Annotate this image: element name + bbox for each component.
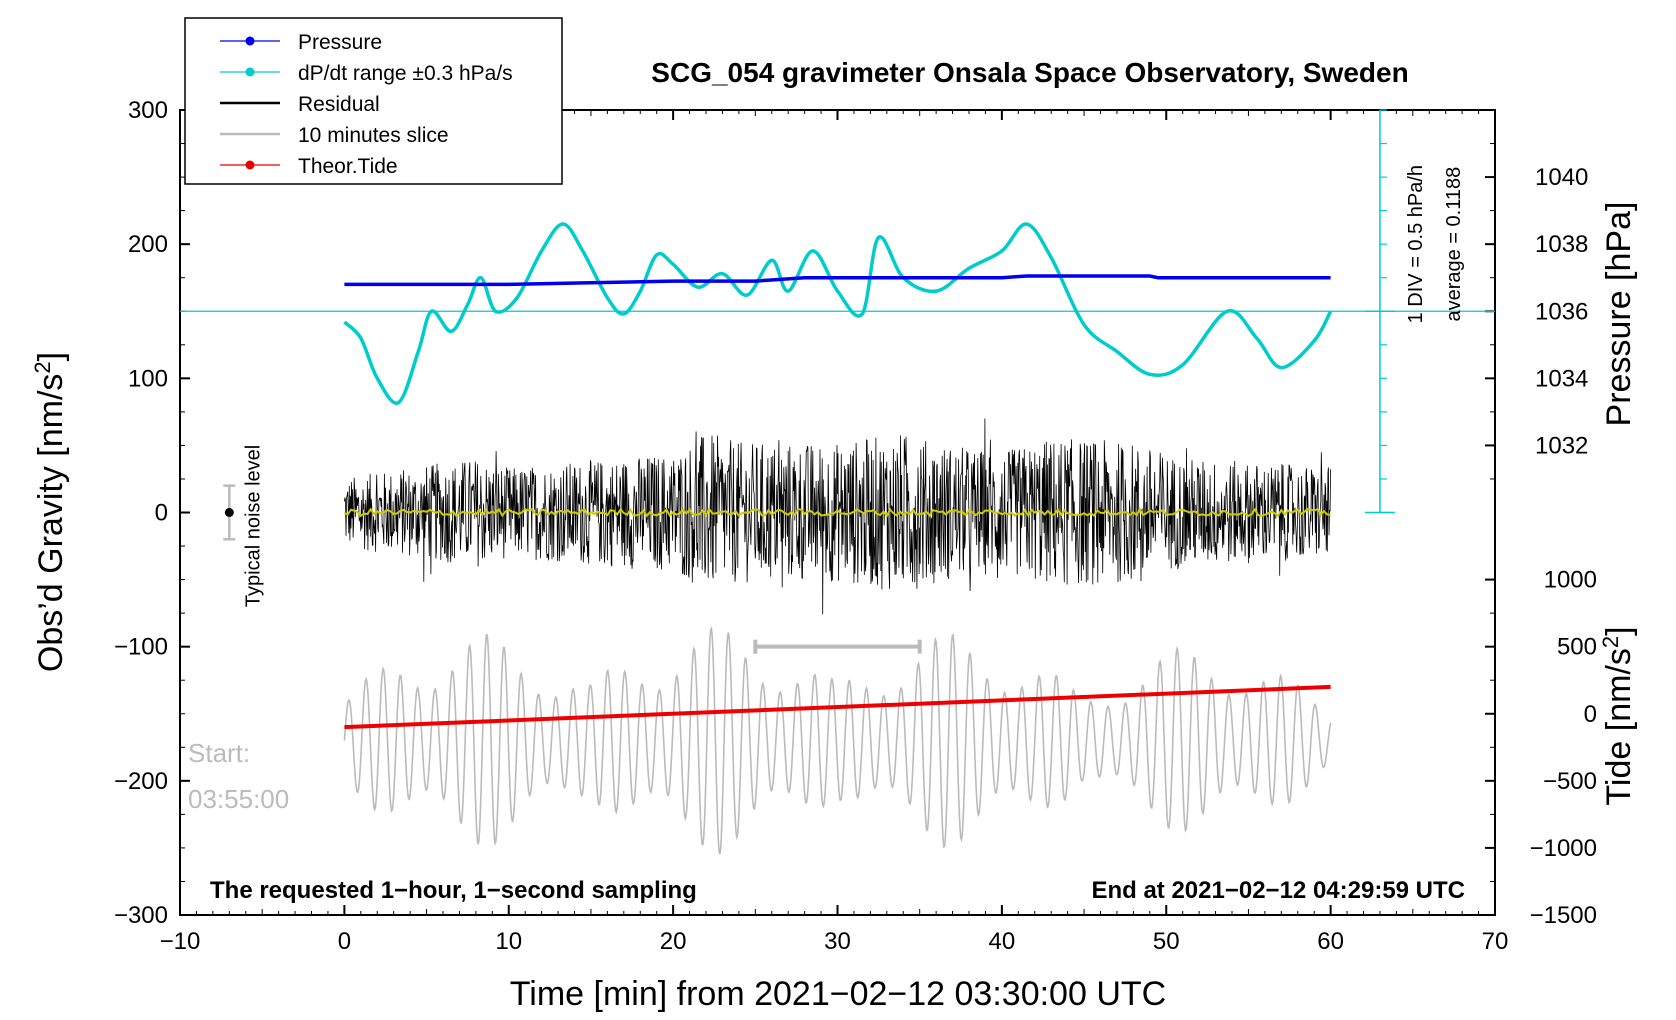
y-tick-label: 100 [128, 365, 168, 392]
y-tick-label: 300 [128, 97, 168, 124]
pressure-tick-label: 1038 [1535, 231, 1588, 258]
dpdt-average-label: average = 0.1188 [1443, 167, 1465, 322]
dpdt-div-label: 1 DIV = 0.5 hPa/h [1405, 165, 1427, 323]
noise-level-point [224, 508, 234, 517]
series-theor-tide-line [344, 684, 1331, 730]
legend-label: Residual [298, 93, 380, 116]
data-series [180, 222, 1495, 855]
tide-tick-label: 1000 [1544, 567, 1597, 594]
legend-label: dP/dt range ±0.3 hPa/s [298, 62, 513, 85]
x-tick-label: 20 [660, 928, 687, 955]
x-tick-label: 60 [1317, 928, 1344, 955]
y-tick-label: −200 [114, 768, 168, 795]
pressure-tick-label: 1032 [1535, 432, 1588, 459]
y-tick-label: 0 [155, 500, 168, 527]
series-pressure-line [344, 274, 1331, 287]
legend-label: Theor.Tide [298, 155, 398, 178]
noise-level-label: Typical noise level [242, 445, 264, 607]
series-residual-line [344, 418, 1331, 615]
series-10min-slice-line [343, 625, 1332, 855]
y-axis-title-left: Obs’d Gravity [nm/s2] [30, 352, 71, 672]
chart-title: SCG_054 gravimeter Onsala Space Observat… [651, 57, 1408, 88]
x-tick-label: 30 [824, 928, 851, 955]
x-tick-label: −10 [160, 928, 201, 955]
y-axis-title-tide: Tide [nm/s2] [1598, 626, 1639, 805]
x-tick-label: 70 [1482, 928, 1509, 955]
end-note: End at 2021−02−12 04:29:59 UTC [1091, 877, 1465, 904]
y-tick-label: −100 [114, 634, 168, 661]
legend: Pressure dP/dt range ±0.3 hPa/s Residual 10… [184, 17, 563, 185]
x-tick-label: 50 [1153, 928, 1180, 955]
y-tick-label: −300 [114, 902, 168, 929]
x-tick-label: 0 [338, 928, 351, 955]
y-axis-title-pressure: Pressure [hPa] [1600, 202, 1638, 427]
tide-tick-label: 500 [1557, 634, 1597, 661]
x-tick-label: 10 [495, 928, 522, 955]
legend-swatch-dot [245, 67, 255, 77]
series-residual-smoothed-line [343, 507, 1331, 518]
legend-label: 10 minutes slice [298, 124, 449, 147]
legend-label: Pressure [298, 31, 382, 54]
pressure-tick-label: 1034 [1535, 365, 1588, 392]
x-axis-title: Time [min] from 2021−02−12 03:30:00 UTC [510, 975, 1166, 1013]
legend-swatch-dot [245, 160, 255, 170]
pressure-tick-label: 1040 [1535, 164, 1588, 191]
x-tick-label: 40 [989, 928, 1016, 955]
series-dpdt-line [343, 222, 1333, 405]
annotations: 1 DIV = 0.5 hPa/h average = 0.1188 Typical… [223, 109, 1465, 654]
pressure-tick-label: 1036 [1535, 298, 1588, 325]
tide-tick-label: −1000 [1530, 835, 1597, 862]
sampling-note: The requested 1−hour, 1−second sampling [210, 877, 697, 904]
tide-tick-label: −1500 [1530, 902, 1597, 929]
tide-tick-label: 0 [1584, 701, 1597, 728]
legend-box [184, 17, 563, 185]
tide-tick-label: −500 [1543, 768, 1597, 795]
y-tick-label: 200 [128, 231, 168, 258]
start-time: 03:55:00 [188, 784, 289, 814]
legend-swatch-dot [245, 36, 255, 46]
start-label: Start: [188, 738, 250, 768]
axis-ticks: −10 0 10 20 30 40 50 60 703002001000−100−200−300… [114, 97, 1597, 955]
